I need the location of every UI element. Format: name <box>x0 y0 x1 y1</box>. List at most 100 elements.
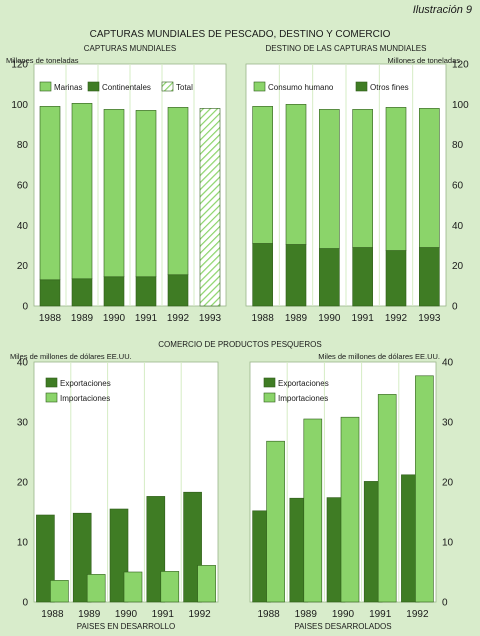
chart1-legend-swatch <box>161 81 174 92</box>
chart2-ytick: 120 <box>452 60 469 71</box>
chart4-ytick: 30 <box>442 418 454 429</box>
chart3-bar <box>160 571 180 603</box>
chart2-xtick: 1988 <box>252 313 275 324</box>
chart2-xtick: 1989 <box>285 313 308 324</box>
chart1-xtick: 1993 <box>199 313 222 324</box>
chart2-bar <box>352 247 373 307</box>
chart4-bar <box>303 418 323 603</box>
chart2-legend-label: Otros fines <box>370 83 409 92</box>
chart3-bar <box>50 580 69 603</box>
chart3-xtick: 1990 <box>115 609 138 620</box>
chart3-bar <box>183 491 202 603</box>
chart2-bar <box>319 248 340 307</box>
chart2-bar <box>285 104 307 245</box>
chart3-ytick: 10 <box>17 538 29 549</box>
chart4-ytick: 20 <box>442 478 454 489</box>
chart1-bar <box>71 103 93 280</box>
chart3-legend-swatch <box>45 392 58 403</box>
chart2-ytick: 60 <box>452 181 464 192</box>
chart1-ytick: 40 <box>17 221 29 232</box>
chart2-bar <box>285 244 307 307</box>
chart1-bar <box>167 274 189 307</box>
chart1-legend-label: Continentales <box>102 83 151 92</box>
chart2-xtick: 1992 <box>385 313 408 324</box>
chart4-bar <box>415 375 434 603</box>
chart2-ytick: 100 <box>452 100 469 111</box>
chart3-xtick: 1988 <box>41 609 64 620</box>
chart2-ytick: 40 <box>452 221 464 232</box>
chart4-ytick: 40 <box>442 358 454 369</box>
chart4-title: PAISES DESARROLADOS <box>294 622 392 631</box>
chart1-bar <box>135 110 157 278</box>
chart2-bar <box>419 108 440 248</box>
chart4-xtick: 1989 <box>295 609 318 620</box>
chart1-ytick: 100 <box>11 100 28 111</box>
chart3-legend-swatch <box>45 377 58 388</box>
chart2-bar <box>319 109 340 249</box>
chart4-xtick: 1988 <box>257 609 280 620</box>
chart1-ytick: 20 <box>17 261 29 272</box>
chart1-ytick: 120 <box>11 60 28 71</box>
chart4-ylabel: Miles de millones de dólares EE.UU. <box>318 352 440 361</box>
chart4-bar <box>266 440 285 603</box>
chart2-bar <box>252 243 273 307</box>
chart2-ytick: 0 <box>452 302 458 313</box>
chart2-title: DESTINO DE LAS CAPTURAS MUNDIALES <box>265 44 427 53</box>
chart2-ytick: 20 <box>452 261 464 272</box>
chart3-bar <box>36 514 55 603</box>
chart1-xtick: 1990 <box>103 313 126 324</box>
chart3-bar <box>72 512 92 603</box>
chart2-bar <box>385 107 407 251</box>
chart3-xtick: 1989 <box>78 609 101 620</box>
chart1-legend-label: Marinas <box>54 83 82 92</box>
chart3-bar <box>86 574 106 603</box>
chart1-bar <box>103 109 125 278</box>
chart1-bar <box>39 106 61 281</box>
chart3-bar <box>123 571 143 603</box>
chart4-xtick: 1991 <box>369 609 392 620</box>
chart1-bar <box>199 108 221 307</box>
chart2-legend-swatch <box>253 81 266 92</box>
chart2-bar <box>352 109 373 248</box>
chart1-ytick: 60 <box>17 181 29 192</box>
chart1-xtick: 1991 <box>135 313 158 324</box>
chart1-bar <box>71 278 93 307</box>
chart2-bar <box>385 250 407 307</box>
chart1-ylabel: Millones de toneladas <box>6 56 79 65</box>
chart1-title: CAPTURAS MUNDIALES <box>83 44 177 53</box>
chart1-legend-swatch <box>39 81 52 92</box>
chart3-xtick: 1992 <box>188 609 211 620</box>
chart4-legend-label: Exportaciones <box>278 379 329 388</box>
chart2-bar <box>419 247 440 307</box>
chart3-legend-label: Importaciones <box>60 394 110 403</box>
chart3-ytick: 40 <box>17 358 29 369</box>
main-title: CAPTURAS MUNDIALES DE PESCADO, DESTINO Y… <box>89 29 391 40</box>
chart3-ytick: 20 <box>17 478 29 489</box>
chart1-xtick: 1992 <box>167 313 190 324</box>
chart1-bar <box>39 279 61 307</box>
chart3-bar <box>197 565 216 603</box>
chart1-xtick: 1988 <box>39 313 62 324</box>
chart2-xtick: 1991 <box>352 313 375 324</box>
chart4-xtick: 1992 <box>406 609 429 620</box>
chart1-legend-swatch <box>87 81 100 92</box>
chart2-legend-swatch <box>355 81 368 92</box>
chart2-bar <box>252 106 273 244</box>
chart1-bar <box>167 107 189 276</box>
chart3-xtick: 1991 <box>152 609 175 620</box>
chart4-legend-label: Importaciones <box>278 394 328 403</box>
chart1-ytick: 80 <box>17 140 29 151</box>
chart4-legend-swatch <box>263 377 276 388</box>
chart4-bar <box>340 416 360 603</box>
chart2-ytick: 80 <box>452 140 464 151</box>
chart4-ytick: 10 <box>442 538 454 549</box>
chart2-legend-label: Consumo humano <box>268 83 334 92</box>
chart4-bar <box>377 394 397 603</box>
chart1-bar <box>135 276 157 307</box>
chart4-xtick: 1990 <box>332 609 355 620</box>
chart3-bar <box>109 508 129 603</box>
chart1-xtick: 1989 <box>71 313 94 324</box>
chart4-legend-swatch <box>263 392 276 403</box>
chart3-ytick: 30 <box>17 418 29 429</box>
